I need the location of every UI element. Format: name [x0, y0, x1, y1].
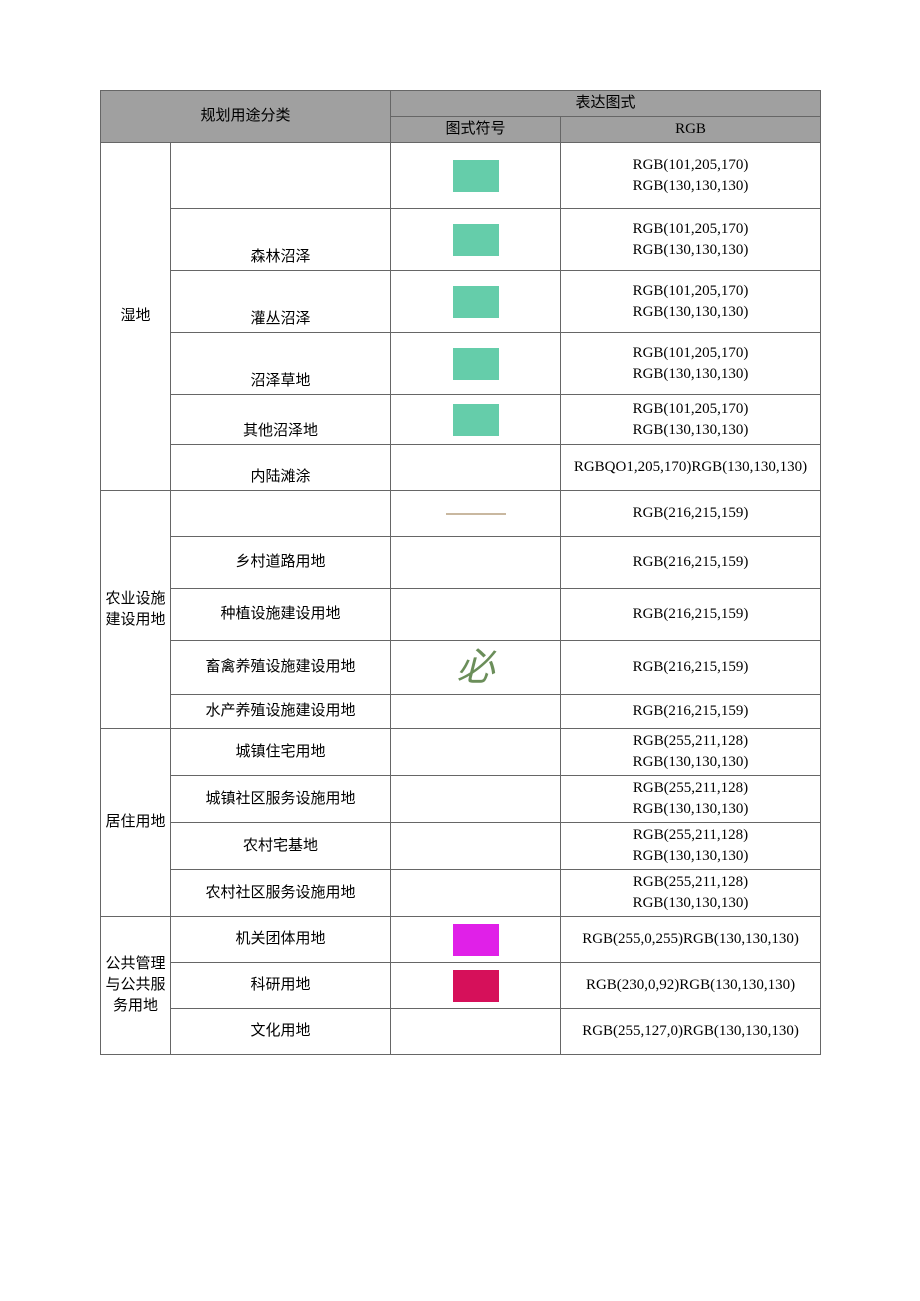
table-row: 居住用地城镇住宅用地RGB(255,211,128)RGB(130,130,13…	[101, 729, 821, 776]
rgb-cell: RGB(255,211,128)RGB(130,130,130)	[561, 823, 821, 870]
rgb-cell: RGB(255,211,128)RGB(130,130,130)	[561, 729, 821, 776]
land-use-table: 规划用途分类表达图式图式符号RGB湿地RGB(101,205,170)RGB(1…	[100, 90, 821, 1055]
subcategory-cell: 城镇社区服务设施用地	[171, 776, 391, 823]
rgb-cell: RGB(255,127,0)RGB(130,130,130)	[561, 1009, 821, 1055]
symbol-cell	[391, 445, 561, 491]
table-row: 其他沼泽地 RGB(101,205,170)RGB(130,130,130)	[101, 395, 821, 445]
subcategory-cell: 科研用地	[171, 963, 391, 1009]
subcategory-cell: 农村社区服务设施用地	[171, 870, 391, 917]
symbol-cell	[391, 917, 561, 963]
color-swatch	[453, 970, 499, 1002]
table-row: 水产养殖设施建设用地 RGB(216,215,159)	[101, 695, 821, 729]
rgb-cell: RGB(216,215,159)	[561, 537, 821, 589]
subcategory-cell: 沼泽草地	[171, 333, 391, 395]
symbol-cell	[391, 589, 561, 641]
table-row: 城镇社区服务设施用地 RGB(255,211,128)RGB(130,130,13…	[101, 776, 821, 823]
symbol-cell	[391, 776, 561, 823]
rgb-cell: RGBQO1,205,170)RGB(130,130,130)	[561, 445, 821, 491]
rgb-cell: RGB(101,205,170)RGB(130,130,130)	[561, 395, 821, 445]
table-row: 乡村道路用地 RGB(216,215,159)	[101, 537, 821, 589]
color-swatch	[453, 160, 499, 192]
symbol-cell	[391, 395, 561, 445]
header-category: 规划用途分类	[101, 91, 391, 143]
table-row: 湿地RGB(101,205,170)RGB(130,130,130)	[101, 143, 821, 209]
rgb-cell: RGB(255,211,128)RGB(130,130,130)	[561, 776, 821, 823]
color-swatch	[453, 224, 499, 256]
table-row: 农村社区服务设施用地 RGB(255,211,128)RGB(130,130,13…	[101, 870, 821, 917]
symbol-cell	[391, 491, 561, 537]
table-row: 种植设施建设用地 RGB(216,215,159)	[101, 589, 821, 641]
subcategory-cell: 水产养殖设施建设用地	[171, 695, 391, 729]
table-row: 农村宅基地 RGB(255,211,128)RGB(130,130,130)	[101, 823, 821, 870]
rgb-cell: RGB(101,205,170)RGB(130,130,130)	[561, 333, 821, 395]
subcategory-cell	[171, 491, 391, 537]
symbol-cell	[391, 870, 561, 917]
symbol-cell	[391, 333, 561, 395]
rgb-cell: RGB(216,215,159)	[561, 589, 821, 641]
color-swatch	[453, 404, 499, 436]
rgb-cell: RGB(101,205,170)RGB(130,130,130)	[561, 209, 821, 271]
color-swatch	[453, 924, 499, 956]
rgb-cell: RGB(230,0,92)RGB(130,130,130)	[561, 963, 821, 1009]
symbol-cell	[391, 695, 561, 729]
table-row: 农业设施建设用地RGB(216,215,159)	[101, 491, 821, 537]
rgb-cell: RGB(216,215,159)	[561, 491, 821, 537]
category-cell: 居住用地	[101, 729, 171, 917]
rgb-cell: RGB(216,215,159)	[561, 695, 821, 729]
rgb-cell: RGB(101,205,170)RGB(130,130,130)	[561, 271, 821, 333]
subcategory-cell: 种植设施建设用地	[171, 589, 391, 641]
subcategory-cell: 畜禽养殖设施建设用地	[171, 641, 391, 695]
table-row: 公共管理与公共服务用地机关团体用地RGB(255,0,255)RGB(130,1…	[101, 917, 821, 963]
symbol-cell	[391, 729, 561, 776]
table-row: 畜禽养殖设施建设用地 必 RGB(216,215,159)	[101, 641, 821, 695]
symbol-cell	[391, 1009, 561, 1055]
rgb-cell: RGB(101,205,170)RGB(130,130,130)	[561, 143, 821, 209]
symbol-cell	[391, 537, 561, 589]
table-row: 内陆滩涂 RGBQO1,205,170)RGB(130,130,130)	[101, 445, 821, 491]
symbol-cell	[391, 823, 561, 870]
table-row: 文化用地 RGB(255,127,0)RGB(130,130,130)	[101, 1009, 821, 1055]
table-row: 灌丛沼泽 RGB(101,205,170)RGB(130,130,130)	[101, 271, 821, 333]
line-swatch	[446, 513, 506, 515]
subcategory-cell: 城镇住宅用地	[171, 729, 391, 776]
rgb-cell: RGB(255,0,255)RGB(130,130,130)	[561, 917, 821, 963]
category-cell: 农业设施建设用地	[101, 491, 171, 729]
subcategory-cell: 灌丛沼泽	[171, 271, 391, 333]
category-cell: 公共管理与公共服务用地	[101, 917, 171, 1055]
color-swatch	[453, 286, 499, 318]
rgb-cell: RGB(255,211,128)RGB(130,130,130)	[561, 870, 821, 917]
symbol-cell	[391, 963, 561, 1009]
subcategory-cell: 其他沼泽地	[171, 395, 391, 445]
rgb-cell: RGB(216,215,159)	[561, 641, 821, 695]
header-expression: 表达图式	[391, 91, 821, 117]
subcategory-cell: 森林沼泽	[171, 209, 391, 271]
table-row: 科研用地 RGB(230,0,92)RGB(130,130,130)	[101, 963, 821, 1009]
symbol-cell	[391, 271, 561, 333]
subcategory-cell: 乡村道路用地	[171, 537, 391, 589]
symbol-cell	[391, 143, 561, 209]
header-symbol: 图式符号	[391, 117, 561, 143]
subcategory-cell: 机关团体用地	[171, 917, 391, 963]
glyph-icon: 必	[457, 647, 495, 689]
category-cell: 湿地	[101, 143, 171, 491]
subcategory-cell: 农村宅基地	[171, 823, 391, 870]
header-rgb: RGB	[561, 117, 821, 143]
subcategory-cell: 内陆滩涂	[171, 445, 391, 491]
symbol-cell	[391, 209, 561, 271]
color-swatch	[453, 348, 499, 380]
table-row: 沼泽草地 RGB(101,205,170)RGB(130,130,130)	[101, 333, 821, 395]
subcategory-cell: 文化用地	[171, 1009, 391, 1055]
table-row: 森林沼泽 RGB(101,205,170)RGB(130,130,130)	[101, 209, 821, 271]
subcategory-cell	[171, 143, 391, 209]
symbol-cell: 必	[391, 641, 561, 695]
